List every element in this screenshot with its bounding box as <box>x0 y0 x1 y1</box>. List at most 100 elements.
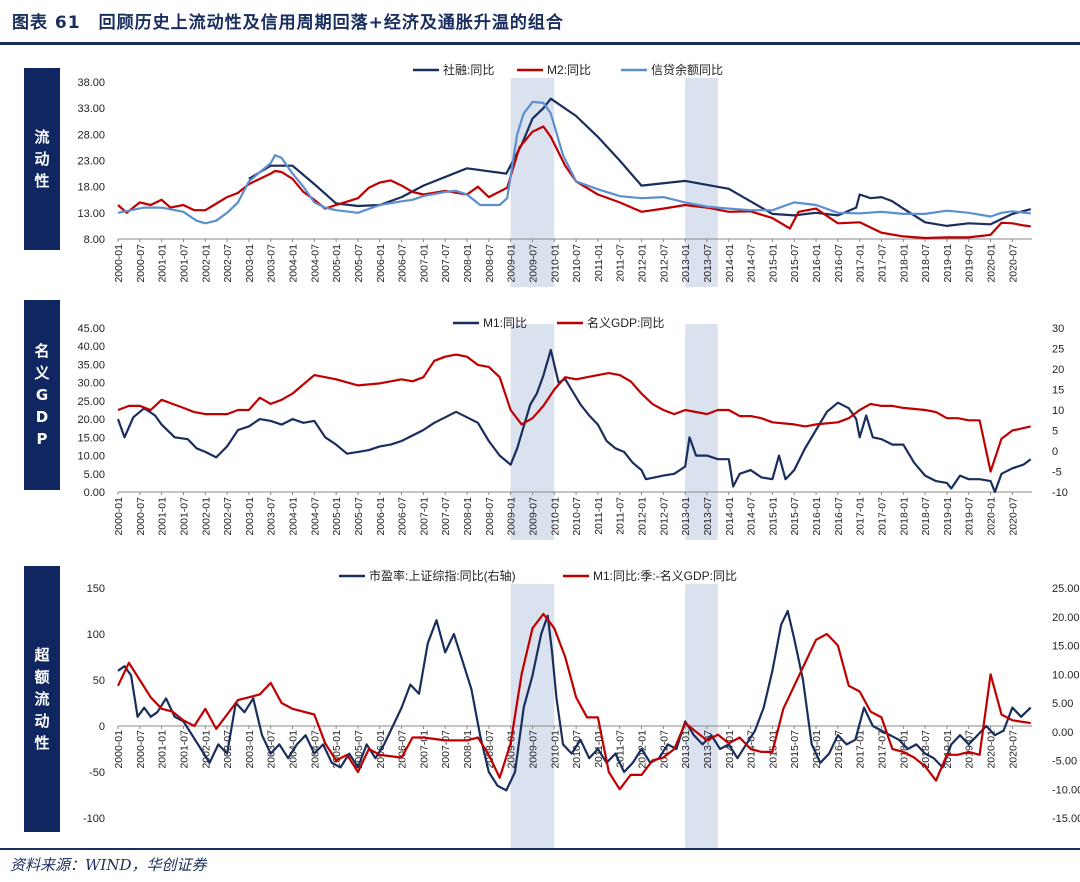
x-tick-label: 2020-07 <box>1007 730 1019 769</box>
x-tick-label: 2013-07 <box>702 244 714 283</box>
y-tick-label: 50 <box>93 675 105 687</box>
x-tick-label: 2000-01 <box>113 730 125 769</box>
legend-label: M1:同比 <box>483 316 527 330</box>
x-tick-label: 2016-07 <box>833 497 845 536</box>
x-tick-label: 2017-01 <box>855 497 867 536</box>
chart-liquidity: 8.00 13.00 18.00 23.00 28.00 33.00 38.00 2000-0… <box>77 62 1032 287</box>
series-line-nominal-gdp-1 <box>116 348 1032 494</box>
y-tick-label: 25.00 <box>77 396 105 408</box>
x-tick-label: 2003-01 <box>244 244 256 283</box>
y2-tick-label: 25 <box>1052 344 1064 356</box>
y2-tick-label: 10.00 <box>1052 669 1080 681</box>
x-tick-label: 2014-07 <box>746 244 758 283</box>
x-tick-label: 2017-07 <box>876 244 888 283</box>
x-tick-label: 2008-01 <box>462 497 474 536</box>
x-tick-label: 2013-01 <box>680 497 692 536</box>
x-tick-label: 2014-01 <box>724 497 736 536</box>
x-tick-label: 2000-01 <box>113 244 125 283</box>
y-tick-label: -100 <box>83 813 105 825</box>
x-tick-label: 2003-07 <box>266 244 278 283</box>
x-tick-label: 2004-07 <box>309 497 321 536</box>
x-tick-label: 2005-07 <box>353 497 365 536</box>
x-tick-label: 2011-01 <box>593 497 605 535</box>
shaded-period-2 <box>685 584 718 848</box>
x-tick-label: 2000-07 <box>135 244 147 283</box>
x-tick-label: 2001-07 <box>178 497 190 536</box>
y2-tick-label: 30 <box>1052 323 1064 335</box>
x-tick-label: 2020-01 <box>986 730 998 769</box>
y2-tick-label: 20 <box>1052 364 1064 376</box>
y2-tick-label: 25.00 <box>1052 583 1080 595</box>
x-tick-label: 2008-01 <box>462 244 474 283</box>
x-tick-label: 2007-07 <box>440 244 452 283</box>
y-tick-label: 10.00 <box>77 451 105 463</box>
y-tick-label: 33.00 <box>77 103 105 115</box>
y-tick-label: 23.00 <box>77 156 105 168</box>
x-tick-label: 2007-01 <box>418 497 430 536</box>
x-tick-label: 2005-01 <box>331 244 343 283</box>
y-tick-label: 150 <box>87 583 105 595</box>
y-tick-label: 13.00 <box>77 208 105 220</box>
x-tick-label: 2009-01 <box>506 497 518 536</box>
x-tick-label: 2012-01 <box>637 497 649 536</box>
y-tick-label: 20.00 <box>77 414 105 426</box>
chart-nominal-gdp: 0.00 5.00 10.00 15.00 20.00 25.00 30.00 35.00 40… <box>77 315 1068 540</box>
y-tick-label: 0.00 <box>84 487 105 499</box>
x-tick-label: 2007-07 <box>440 730 452 769</box>
x-tick-label: 2002-07 <box>222 244 234 283</box>
y2-tick-label: 10 <box>1052 405 1064 417</box>
x-tick-label: 2020-01 <box>986 497 998 536</box>
x-tick-label: 2020-07 <box>1007 244 1019 283</box>
x-tick-label: 2016-01 <box>811 497 823 536</box>
x-tick-label: 2009-07 <box>527 244 539 283</box>
y-tick-label: 28.00 <box>77 129 105 141</box>
y2-tick-label: 15.00 <box>1052 641 1080 653</box>
y2-tick-label: 15 <box>1052 385 1064 397</box>
footer-rule <box>0 848 1080 850</box>
x-tick-label: 2018-07 <box>920 244 932 283</box>
x-tick-label: 2001-07 <box>178 244 190 283</box>
x-tick-label: 2010-01 <box>549 497 561 536</box>
title-rule <box>0 42 1080 45</box>
x-tick-label: 2017-01 <box>855 730 867 769</box>
x-tick-label: 2003-01 <box>244 730 256 769</box>
y-tick-label: 40.00 <box>77 341 105 353</box>
x-tick-label: 2017-07 <box>876 497 888 536</box>
x-tick-label: 2010-01 <box>549 730 561 769</box>
x-tick-label: 2015-07 <box>789 730 801 769</box>
x-tick-label: 2018-07 <box>920 497 932 536</box>
x-tick-label: 2005-01 <box>331 497 343 536</box>
x-tick-label: 2011-07 <box>615 497 627 535</box>
y-tick-label: 5.00 <box>84 469 105 481</box>
x-tick-label: 2008-07 <box>484 244 496 283</box>
x-tick-label: 2000-07 <box>135 730 147 769</box>
x-tick-label: 2018-07 <box>920 730 932 769</box>
x-tick-label: 2014-01 <box>724 244 736 283</box>
x-tick-label: 2010-07 <box>571 730 583 769</box>
legend-label: 信贷余额同比 <box>651 62 723 77</box>
series-line-liquidity-2 <box>117 125 1031 240</box>
x-tick-label: 2003-07 <box>266 497 278 536</box>
y2-tick-label: -15.00 <box>1052 813 1080 825</box>
x-tick-label: 2019-07 <box>964 244 976 283</box>
x-tick-label: 2001-01 <box>157 497 169 536</box>
y-tick-label: 35.00 <box>77 359 105 371</box>
y2-tick-label: -10 <box>1052 487 1068 499</box>
x-tick-label: 2010-01 <box>549 244 561 283</box>
x-tick-label: 2017-01 <box>855 244 867 283</box>
shaded-period-2 <box>685 324 718 540</box>
x-tick-label: 2002-01 <box>200 497 212 536</box>
series-line-nominal-gdp-2 <box>117 353 1031 473</box>
x-tick-label: 2013-01 <box>680 730 692 769</box>
legend-label: M2:同比 <box>547 63 591 77</box>
x-tick-label: 2009-01 <box>506 244 518 283</box>
x-tick-label: 2007-01 <box>418 244 430 283</box>
y2-tick-label: 5 <box>1052 426 1058 438</box>
side-label-liquidity: 流动性 <box>24 68 60 250</box>
x-tick-label: 2010-07 <box>571 244 583 283</box>
x-tick-label: 2006-01 <box>375 497 387 536</box>
y2-tick-label: -10.00 <box>1052 784 1080 796</box>
legend-label: 名义GDP:同比 <box>587 315 664 330</box>
y2-tick-label: 20.00 <box>1052 612 1080 624</box>
